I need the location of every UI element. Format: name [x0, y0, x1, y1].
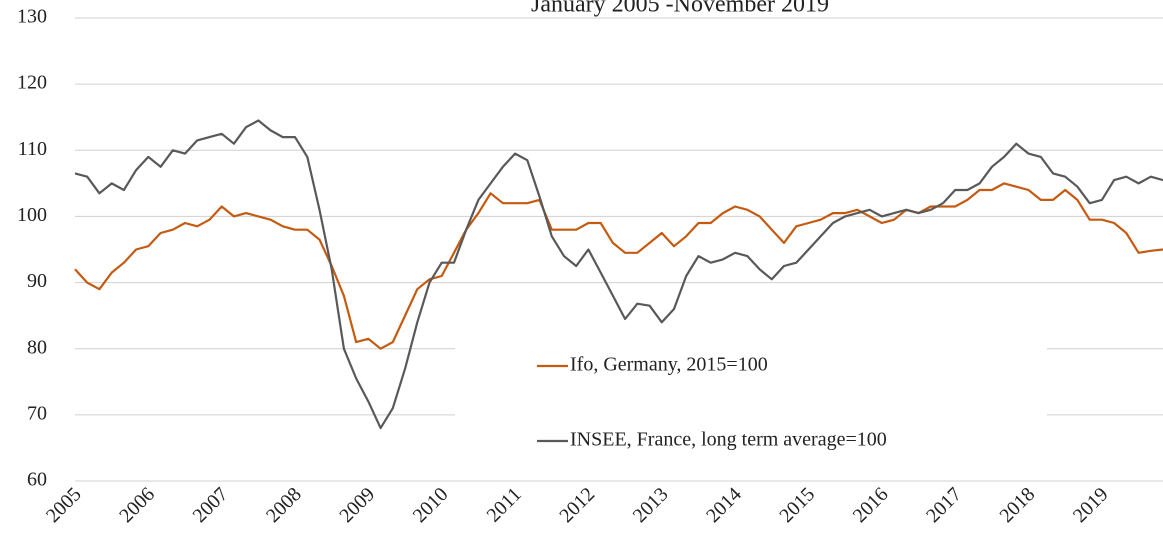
- x-tick-label: 2019: [1069, 483, 1113, 527]
- x-tick-label: 2012: [555, 483, 599, 527]
- x-tick-label: 2005: [42, 483, 86, 527]
- legend-label: Ifo, Germany, 2015=100: [570, 354, 768, 376]
- x-tick-label: 2008: [262, 483, 306, 527]
- y-tick-label: 100: [17, 204, 47, 226]
- x-tick-label: 2006: [115, 483, 159, 527]
- y-tick-label: 80: [27, 336, 47, 358]
- x-tick-label: 2016: [849, 483, 893, 527]
- x-tick-label: 2009: [335, 483, 379, 527]
- x-tick-label: 2013: [629, 483, 673, 527]
- y-tick-label: 110: [18, 138, 47, 160]
- x-tick-label: 2015: [775, 483, 819, 527]
- y-tick-label: 130: [17, 6, 47, 28]
- x-tick-label: 2018: [995, 483, 1039, 527]
- series-line: [74, 182, 1163, 350]
- y-tick-label: 120: [17, 72, 47, 94]
- x-tick-label: 2011: [483, 483, 526, 526]
- y-tick-label: 90: [27, 270, 47, 292]
- x-tick-label: 2010: [409, 483, 453, 527]
- chart-title: January 2005 -November 2019: [531, 0, 829, 18]
- series-line: [74, 119, 1163, 430]
- y-tick-label: 60: [27, 469, 47, 491]
- x-tick-label: 2017: [922, 483, 966, 527]
- legend-box: [455, 340, 1047, 465]
- y-tick-label: 70: [27, 402, 47, 424]
- x-tick-label: 2007: [189, 483, 233, 527]
- x-tick-label: 2014: [702, 483, 746, 527]
- legend-label: INSEE, France, long term average=100: [570, 429, 887, 451]
